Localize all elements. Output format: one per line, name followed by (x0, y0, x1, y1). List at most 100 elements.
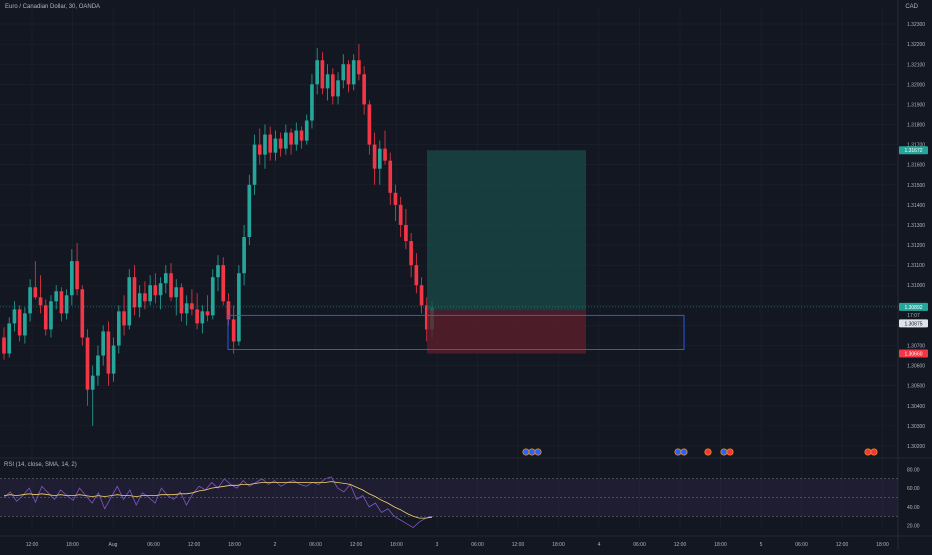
candle-body (414, 265, 419, 286)
take-profit-zone[interactable] (427, 150, 586, 311)
support-zone-rectangle[interactable] (227, 314, 685, 350)
candle-body (148, 285, 152, 302)
candle-body (90, 375, 95, 390)
rsi-sma-line (3, 481, 433, 519)
candle-body (190, 303, 194, 310)
candle-body (278, 138, 283, 149)
stop-loss-zone[interactable] (427, 310, 586, 354)
rsi-axis-label: 20.00 (907, 524, 920, 530)
trade-marker-icon[interactable] (864, 448, 872, 456)
candle-body (70, 261, 74, 296)
price-axis-label: 1.31400 (907, 203, 925, 209)
trade-marker-icon[interactable] (870, 448, 878, 456)
candle-body (231, 319, 236, 342)
candle-body (289, 132, 293, 145)
trade-marker-icon[interactable] (522, 448, 530, 456)
rsi-axis-label: 40.00 (907, 505, 920, 511)
price-axis-label: 1.31600 (907, 163, 925, 169)
candle-body (158, 283, 163, 296)
take-profit-price-label: 1.31672 (904, 148, 922, 154)
time-axis-label: 5 (760, 542, 763, 548)
candle-body (357, 60, 361, 75)
candle-body (372, 144, 377, 169)
candle-body (284, 132, 288, 149)
candle-body (367, 104, 372, 145)
price-axis-label: 1.32100 (907, 62, 925, 68)
trade-marker-icon[interactable] (528, 448, 536, 456)
candle-body (54, 291, 59, 302)
time-axis-label: 12:00 (836, 542, 849, 548)
candle-body (23, 313, 27, 336)
candle-body (43, 305, 48, 330)
time-axis-label: 3 (436, 542, 439, 548)
candle-body (205, 311, 210, 316)
candle-body (153, 285, 158, 296)
candle-countdown: 17:07 (907, 313, 920, 319)
time-axis-label: 2 (274, 542, 277, 548)
trade-marker-icon[interactable] (534, 448, 542, 456)
candle-body (294, 130, 299, 145)
rsi-indicator-label[interactable]: RSI (14, close, SMA, 14, 2) (4, 462, 77, 468)
time-axis-label: 12:00 (350, 542, 363, 548)
time-axis-label: 4 (598, 542, 601, 548)
trade-marker-icon[interactable] (720, 448, 728, 456)
stop-loss-price-label-bg (899, 349, 928, 358)
candle-body (257, 144, 262, 155)
candle-body (122, 311, 126, 326)
candle-body (336, 80, 340, 97)
trade-marker-icon[interactable] (674, 448, 682, 456)
time-axis-label: 12:00 (674, 542, 687, 548)
trade-marker-icon[interactable] (726, 448, 734, 456)
candle-body (12, 309, 17, 324)
candle-body (268, 134, 273, 153)
candle-body (111, 345, 116, 374)
candle-body (143, 293, 147, 302)
candle-body (117, 311, 121, 346)
price-axis-label: 1.30300 (907, 424, 925, 430)
candle-body (424, 305, 429, 330)
time-axis-label: 18:00 (714, 542, 727, 548)
candle-body (237, 273, 241, 342)
price-axis-label: 1.32300 (907, 22, 925, 28)
candle-body (304, 120, 309, 141)
candle-body (398, 204, 403, 225)
candle-body (17, 309, 22, 336)
trade-marker-icon[interactable] (704, 448, 712, 456)
candle-body (163, 273, 168, 284)
price-axis-label: 1.31900 (907, 102, 925, 108)
symbol-title[interactable]: Euro / Canadian Dollar, 30, OANDA (5, 4, 101, 10)
price-axis-label: 1.30700 (907, 344, 925, 350)
candle-body (174, 287, 179, 298)
candle-body (137, 293, 142, 308)
currency-label: CAD (905, 4, 918, 10)
candle-body (331, 74, 335, 97)
candle-body (419, 285, 424, 306)
time-axis-label: 12:00 (26, 542, 39, 548)
candle-body (383, 148, 387, 161)
time-axis-label: 18:00 (390, 542, 403, 548)
candle-body (362, 74, 366, 105)
time-axis-label: 06:00 (795, 542, 808, 548)
time-axis-label: 06:00 (147, 542, 160, 548)
candle-body (169, 273, 173, 298)
candle-body (325, 74, 330, 89)
trade-marker-icon[interactable] (680, 448, 688, 456)
time-axis-label: 06:00 (309, 542, 322, 548)
candle-body (195, 309, 199, 324)
time-axis-label: 06:00 (471, 542, 484, 548)
candle-body (179, 287, 184, 314)
candle-body (377, 148, 382, 169)
time-axis-label: 18:00 (552, 542, 565, 548)
candle-body (247, 184, 252, 238)
price-axis-label: 1.31800 (907, 123, 925, 129)
candle-body (346, 64, 351, 85)
price-axis-label: 1.32000 (907, 82, 925, 88)
take-profit-price-label-bg (899, 146, 928, 155)
candle-body (320, 60, 325, 89)
candle-body (28, 287, 32, 314)
candle-body (200, 311, 205, 324)
candle-body (404, 224, 408, 242)
price-axis-label: 1.32200 (907, 42, 925, 48)
